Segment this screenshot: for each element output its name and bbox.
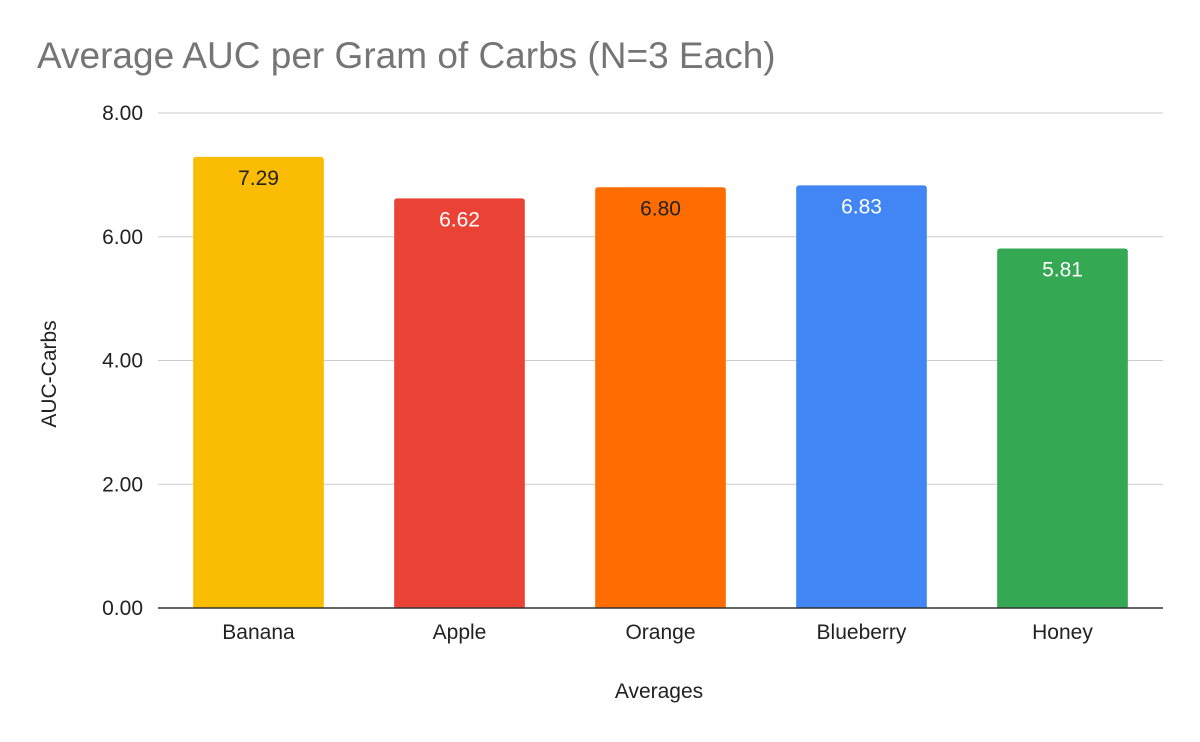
data-label-banana: 7.29: [238, 167, 279, 190]
x-tick-label-orange: Orange: [625, 621, 695, 644]
x-axis-label: Averages: [615, 680, 703, 703]
x-axis-ticks: Banana Apple Orange Blueberry Honey: [222, 621, 1093, 644]
bar-honey: [997, 248, 1128, 608]
data-label-orange: 6.80: [640, 197, 681, 220]
x-tick-label-banana: Banana: [222, 621, 295, 644]
x-tick-label-blueberry: Blueberry: [817, 621, 907, 644]
bar-apple: [394, 198, 525, 608]
y-tick-label: 8.00: [102, 102, 143, 125]
y-tick-label: 0.00: [102, 597, 143, 620]
y-axis-label: AUC-Carbs: [38, 320, 61, 427]
data-label-honey: 5.81: [1042, 259, 1083, 282]
data-label-blueberry: 6.83: [841, 195, 882, 218]
y-tick-label: 4.00: [102, 350, 143, 373]
data-label-apple: 6.62: [439, 208, 480, 231]
x-tick-label-apple: Apple: [433, 621, 487, 644]
bars: [193, 156, 1128, 609]
x-tick-label-honey: Honey: [1032, 621, 1093, 644]
bar-orange: [595, 187, 726, 608]
chart-title: Average AUC per Gram of Carbs (N=3 Each): [37, 35, 776, 76]
bar-banana: [193, 156, 324, 608]
y-tick-label: 2.00: [102, 473, 143, 496]
y-tick-label: 6.00: [102, 226, 143, 249]
bar-blueberry: [796, 185, 927, 609]
y-axis-ticks: 0.00 2.00 4.00 6.00 8.00: [102, 102, 143, 620]
data-labels: 7.29 6.62 6.80 6.83 5.81: [238, 167, 1083, 282]
